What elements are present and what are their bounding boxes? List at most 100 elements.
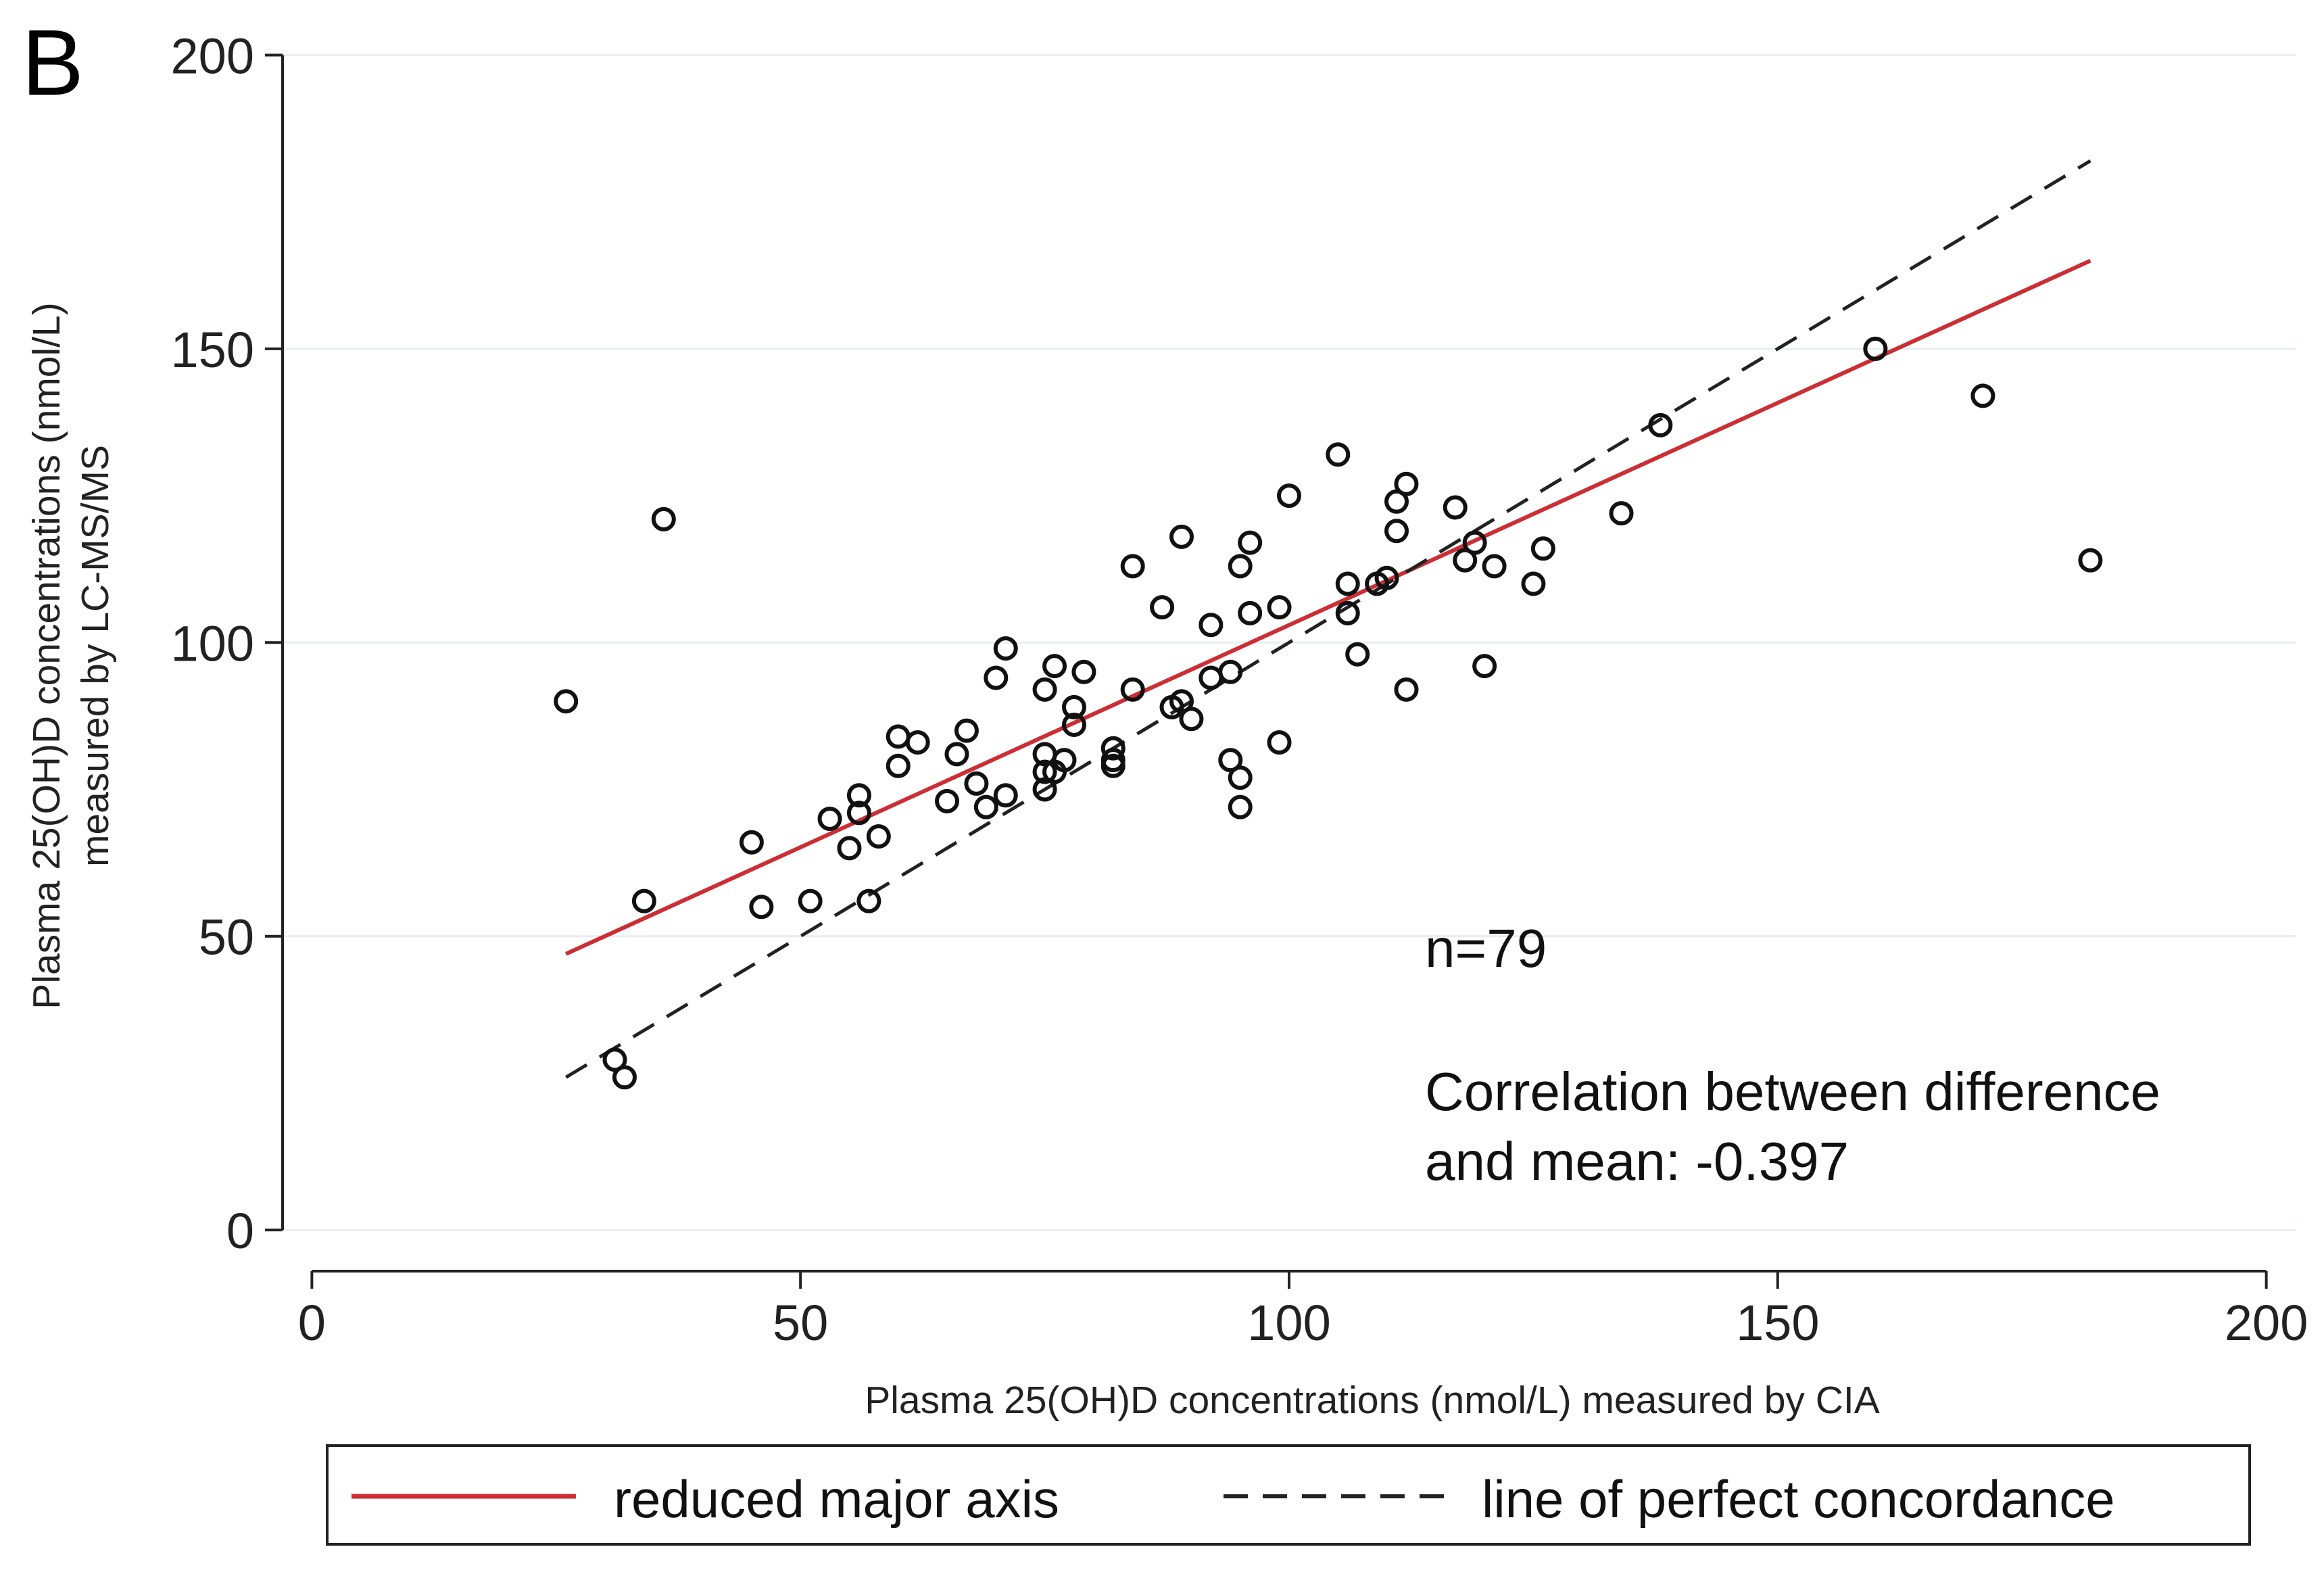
correlation-annotation-line-2: and mean: -0.397 (1425, 1131, 1849, 1191)
data-point-48 (1228, 794, 1253, 819)
data-point-26 (1032, 777, 1057, 802)
data-point-41 (1179, 707, 1204, 732)
data-point-51 (1267, 595, 1292, 620)
x-axis-label: Plasma 25(OH)D concentrations (nmol/L) m… (865, 1379, 1880, 1422)
x-tick-label-100: 100 (1247, 1295, 1330, 1351)
data-point-22 (993, 636, 1018, 661)
data-point-46 (1228, 554, 1253, 579)
data-point-47 (1228, 765, 1253, 790)
data-point-8 (837, 836, 862, 861)
data-point-31 (1061, 712, 1086, 737)
data-point-70 (1530, 536, 1555, 561)
data-point-32 (1071, 659, 1096, 684)
data-point-53 (1277, 483, 1301, 508)
data-point-43 (1199, 665, 1224, 690)
y-axis-label-line-2: measured by LC-MS/MS (74, 445, 117, 867)
data-point-65 (1453, 548, 1478, 573)
data-point-18 (964, 771, 989, 796)
legend: reduced major axis line of perfect conco… (326, 1444, 2251, 1546)
series-line-reduced-major-axis (564, 258, 2091, 956)
data-point-49 (1238, 530, 1263, 555)
x-tick-label-150: 150 (1736, 1295, 1819, 1351)
panel-label: B (22, 11, 84, 115)
data-point-15 (935, 788, 960, 813)
data-point-66 (1462, 530, 1487, 555)
correlation-annotation-line-1: Correlation between difference (1425, 1062, 2160, 1122)
data-point-27 (1042, 654, 1067, 679)
data-point-13 (886, 753, 911, 778)
data-point-7 (817, 806, 842, 831)
data-point-63 (1394, 677, 1419, 702)
y-tick-label-150: 150 (171, 322, 254, 378)
data-point-0 (554, 689, 579, 714)
x-tick-label-50: 50 (773, 1295, 828, 1351)
data-point-9 (846, 783, 871, 808)
data-point-72 (1648, 412, 1673, 437)
data-point-30 (1061, 694, 1086, 719)
data-point-2 (631, 888, 656, 913)
y-tick-label-200: 200 (171, 28, 254, 84)
legend-label-perfect-concordance: line of perfect concordance (1482, 1469, 2115, 1529)
data-point-60 (1384, 519, 1409, 544)
data-point-20 (984, 665, 1009, 690)
data-point-75 (2078, 548, 2103, 573)
data-point-57 (1345, 642, 1370, 667)
legend-box (326, 1444, 2251, 1546)
data-point-25 (1032, 759, 1057, 784)
data-point-10 (846, 801, 871, 826)
data-point-69 (1521, 571, 1546, 596)
data-point-16 (944, 742, 969, 767)
data-point-73 (1863, 336, 1888, 361)
data-point-50 (1238, 600, 1263, 625)
data-point-52 (1267, 730, 1292, 755)
data-point-77 (856, 888, 881, 913)
data-point-67 (1472, 654, 1497, 679)
data-point-5 (749, 895, 774, 920)
data-point-37 (1150, 595, 1175, 620)
data-point-76 (602, 1047, 627, 1072)
legend-label-reduced-major-axis: reduced major axis (614, 1469, 1059, 1529)
data-point-61 (1384, 489, 1409, 514)
sample-size-annotation: n=79 (1425, 918, 1547, 978)
fit-lines (564, 159, 2091, 1079)
x-tick-label-200: 200 (2225, 1295, 2308, 1351)
x-tick-label-0: 0 (298, 1295, 326, 1351)
data-point-39 (1169, 524, 1194, 549)
data-point-12 (886, 724, 911, 749)
y-tick-label-100: 100 (171, 615, 254, 671)
data-point-23 (1032, 677, 1057, 702)
data-point-78 (1100, 736, 1125, 761)
data-point-29 (1052, 748, 1077, 773)
data-point-34 (1100, 748, 1125, 773)
data-point-42 (1199, 613, 1224, 638)
data-point-17 (954, 718, 979, 743)
data-point-45 (1218, 748, 1243, 773)
data-point-14 (905, 730, 930, 755)
data-point-21 (993, 783, 1018, 808)
data-point-44 (1218, 659, 1243, 684)
data-point-68 (1482, 554, 1507, 579)
data-point-64 (1443, 495, 1468, 520)
axes: 0 50 100 150 200 0 50 100 150 200 (171, 28, 2308, 1351)
y-tick-label-0: 0 (226, 1203, 254, 1259)
data-point-62 (1394, 471, 1419, 496)
data-point-11 (866, 824, 891, 849)
data-point-74 (1970, 383, 1995, 408)
data-points (554, 336, 2103, 1090)
data-point-36 (1120, 677, 1145, 702)
y-axis-label-line-1: Plasma 25(OH)D concentrations (nmol/L) (25, 302, 68, 1009)
data-point-59 (1374, 565, 1399, 590)
data-point-4 (739, 830, 764, 855)
series-line-line-of-perfect-concordance (564, 159, 2091, 1079)
data-point-55 (1335, 571, 1360, 596)
data-point-40 (1169, 689, 1194, 714)
data-point-19 (973, 794, 998, 819)
data-point-56 (1335, 600, 1360, 625)
data-point-71 (1609, 501, 1634, 526)
data-point-1 (612, 1065, 637, 1090)
data-point-54 (1326, 442, 1351, 467)
data-point-35 (1120, 554, 1145, 579)
data-point-3 (651, 506, 676, 531)
y-tick-label-50: 50 (199, 909, 254, 966)
